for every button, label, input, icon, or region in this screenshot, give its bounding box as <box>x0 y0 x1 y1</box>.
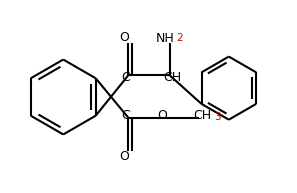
Text: 2: 2 <box>176 33 183 43</box>
Text: O: O <box>119 150 129 163</box>
Text: CH: CH <box>193 109 211 122</box>
Text: O: O <box>157 109 167 122</box>
Text: O: O <box>119 31 129 44</box>
Text: CH: CH <box>164 71 182 84</box>
Text: NH: NH <box>155 32 174 45</box>
Text: C: C <box>121 109 130 122</box>
Text: 3: 3 <box>214 112 220 122</box>
Text: C: C <box>121 71 130 84</box>
